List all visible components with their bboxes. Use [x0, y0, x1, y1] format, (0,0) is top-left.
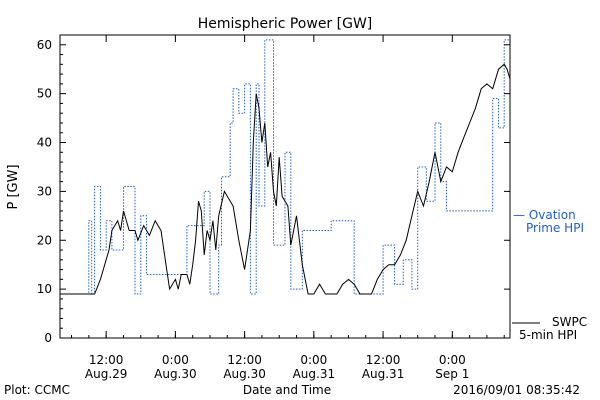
legend-ovation-label: — Ovation [513, 208, 576, 222]
y-tick-label: 0 [44, 331, 52, 345]
y-tick-label: 10 [37, 282, 52, 296]
legend-swpc-label: SWPC [552, 315, 587, 329]
swpc-hpi-line [60, 63, 511, 295]
x-axis-label: Date and Time [243, 383, 331, 397]
x-axis-ticks: 12:00Aug.290:00Aug.3012:00Aug.300:00Aug.… [71, 35, 505, 381]
y-tick-label: 50 [37, 87, 52, 101]
x-tick-date-label: Aug.29 [85, 367, 128, 381]
x-tick-date-label: Aug.30 [154, 367, 197, 381]
x-tick-date-label: Sep 1 [435, 367, 469, 381]
x-tick-label: 0:00 [162, 353, 189, 367]
x-tick-label: 12:00 [366, 353, 401, 367]
x-tick-label: 12:00 [227, 353, 262, 367]
y-axis-label: P [GW] [6, 164, 21, 209]
swpc-series [60, 63, 511, 295]
timestamp: 2016/09/01 08:35:42 [453, 383, 580, 397]
y-tick-label: 20 [37, 233, 52, 247]
y-tick-label: 30 [37, 184, 52, 198]
y-tick-label: 40 [37, 136, 52, 150]
x-tick-date-label: Aug.31 [362, 367, 405, 381]
plot-frame [59, 34, 511, 339]
y-axis-ticks: 0 10 20 30 40 50 60 [37, 38, 510, 345]
ovation-prime-line [60, 39, 510, 295]
legend-swpc-label: 5-min HPI [519, 328, 577, 342]
x-tick-date-label: Aug.31 [293, 367, 336, 381]
y-tick-label: 60 [37, 38, 52, 52]
legend-ovation-label: Prime HPI [526, 221, 584, 235]
x-tick-date-label: Aug.30 [223, 367, 266, 381]
x-tick-label: 12:00 [89, 353, 124, 367]
x-tick-label: 0:00 [439, 353, 466, 367]
chart-title: Hemispheric Power [GW] [198, 16, 373, 32]
x-tick-label: 0:00 [300, 353, 327, 367]
ovation-series [60, 39, 510, 295]
plot-credit: Plot: CCMC [4, 383, 70, 397]
